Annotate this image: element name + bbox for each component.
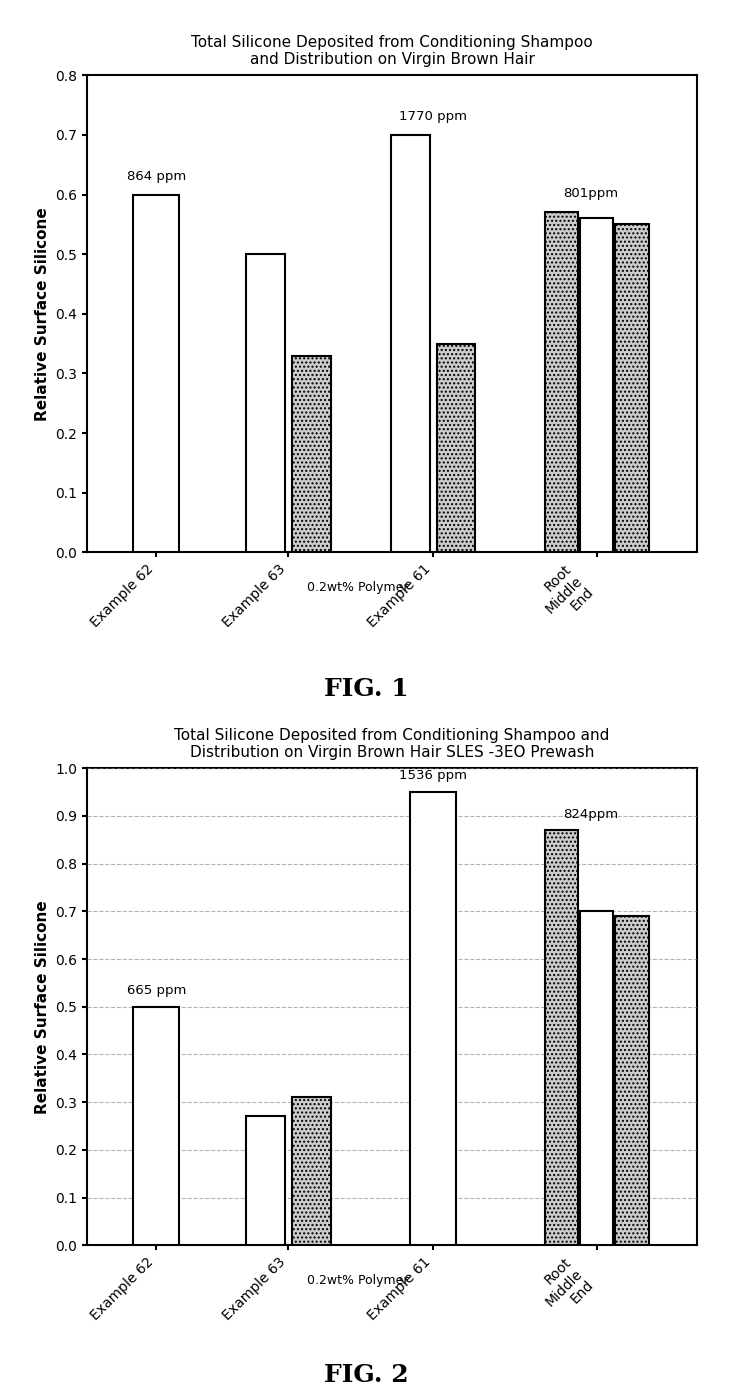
Text: 665 ppm: 665 ppm <box>127 984 186 997</box>
Text: 1770 ppm: 1770 ppm <box>399 111 467 123</box>
Bar <box>292 1098 331 1246</box>
Bar <box>246 1116 285 1246</box>
Bar <box>580 218 613 553</box>
Text: 0.2wt% Polymer: 0.2wt% Polymer <box>307 1274 408 1287</box>
Bar <box>436 343 475 553</box>
Title: Total Silicone Deposited from Conditioning Shampoo and
Distribution on Virgin Br: Total Silicone Deposited from Conditioni… <box>174 728 610 760</box>
Bar <box>391 134 430 553</box>
Text: 0.2wt% Polymer: 0.2wt% Polymer <box>307 581 408 594</box>
Y-axis label: Relative Surface Silicone: Relative Surface Silicone <box>34 207 50 421</box>
Text: 824ppm: 824ppm <box>563 808 618 820</box>
Bar <box>133 195 179 553</box>
Bar <box>545 213 578 553</box>
Bar <box>246 255 285 553</box>
Bar <box>580 911 613 1246</box>
Text: 864 ppm: 864 ppm <box>127 169 186 182</box>
Bar <box>615 916 649 1246</box>
Bar <box>545 830 578 1246</box>
Y-axis label: Relative Surface Silicone: Relative Surface Silicone <box>34 900 50 1113</box>
Text: 1536 ppm: 1536 ppm <box>399 770 467 783</box>
Bar <box>615 224 649 553</box>
Title: Total Silicone Deposited from Conditioning Shampoo
and Distribution on Virgin Br: Total Silicone Deposited from Conditioni… <box>191 35 593 67</box>
Text: FIG. 2: FIG. 2 <box>324 1362 408 1387</box>
Text: FIG. 1: FIG. 1 <box>324 676 408 701</box>
Text: 801ppm: 801ppm <box>563 188 618 200</box>
Bar <box>133 1007 179 1246</box>
Bar <box>410 792 456 1246</box>
Bar <box>292 356 331 553</box>
